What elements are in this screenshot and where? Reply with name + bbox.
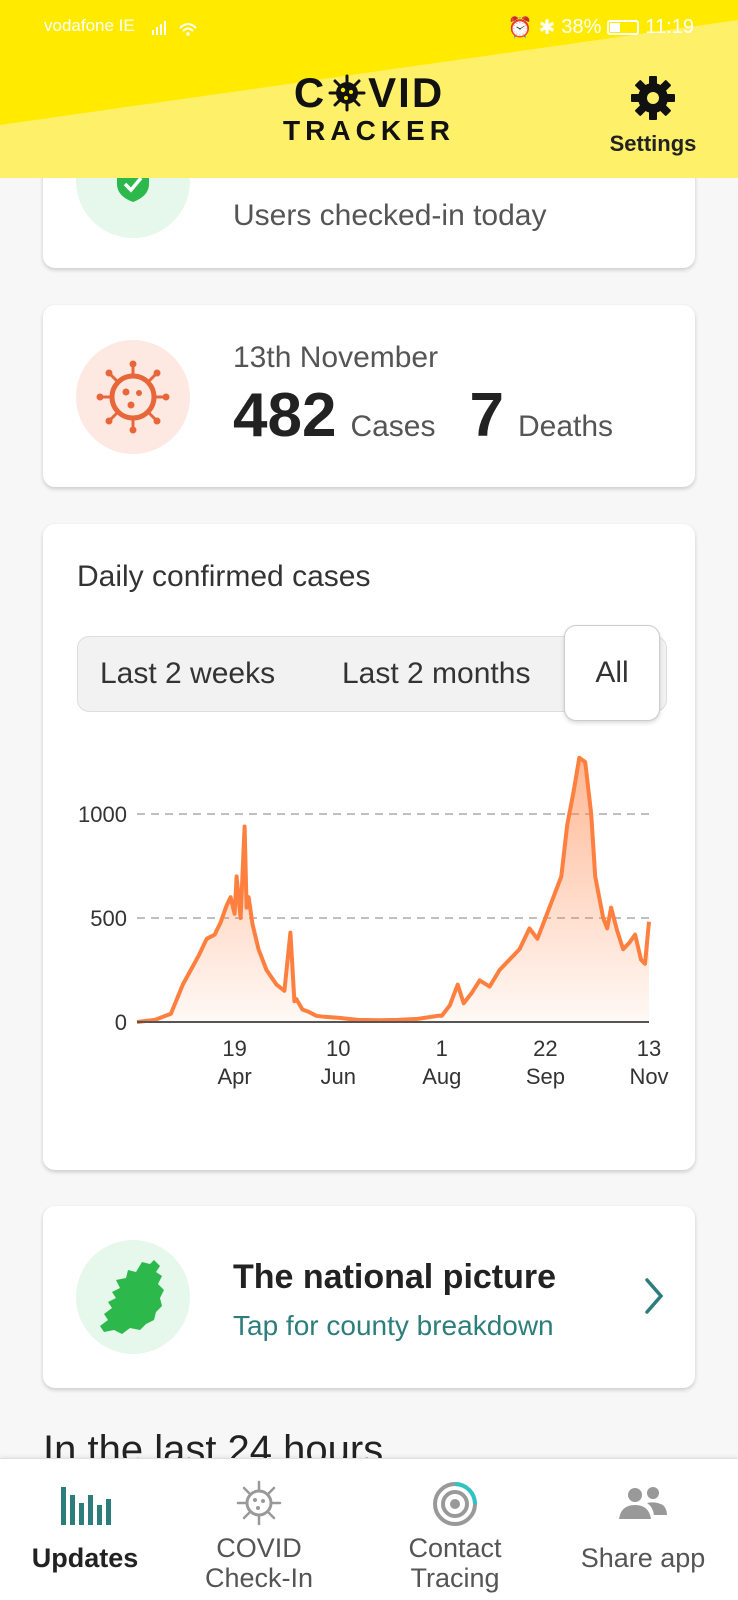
nav-share-label: Share app <box>580 1543 706 1573</box>
x-tick-month: Aug <box>422 1064 461 1089</box>
checkins-subtitle: Users checked-in today <box>233 199 547 232</box>
nav-contact-tracing-label: Contact Tracing <box>370 1533 540 1593</box>
settings-button[interactable]: Settings <box>608 74 698 157</box>
deaths-value: 7 <box>469 381 504 450</box>
chevron-right-icon[interactable] <box>643 1276 665 1316</box>
ireland-icon-circle <box>76 1240 190 1354</box>
y-tick-label: 500 <box>90 906 127 931</box>
x-tick-day: 10 <box>326 1036 350 1061</box>
nav-contact-line2: Tracing <box>410 1563 500 1593</box>
status-bar: vodafone IE ⏰ ✱ 38% 11:19 <box>0 14 738 40</box>
x-tick-month: Sep <box>526 1064 565 1089</box>
signal-wifi-icon <box>152 21 197 36</box>
battery-percent: 38% <box>561 16 602 38</box>
app-header: vodafone IE ⏰ ✱ 38% 11:19 C <box>0 0 738 178</box>
cases-value: 482 <box>233 381 337 450</box>
chart-title: Daily confirmed cases <box>77 560 371 593</box>
logo-letter-c: C <box>293 69 327 116</box>
cases-area <box>137 757 649 1022</box>
county-breakdown-link[interactable]: Tap for county breakdown <box>233 1310 554 1341</box>
report-date: 13th November <box>233 341 439 374</box>
settings-label: Settings <box>609 131 697 156</box>
x-tick-day: 1 <box>436 1036 448 1061</box>
virus-icon-circle <box>76 340 190 454</box>
logo-letters-vid: VID <box>368 69 445 116</box>
figures-row: 482 Cases 7 Deaths <box>233 380 647 451</box>
range-last-2-weeks[interactable]: Last 2 weeks <box>100 657 276 690</box>
gear-icon <box>631 76 675 120</box>
cases-label: Cases <box>350 410 436 443</box>
national-picture-title: The national picture <box>233 1258 557 1296</box>
x-tick-day: 13 <box>637 1036 661 1061</box>
x-tick-month: Apr <box>217 1064 251 1089</box>
status-right: ⏰ ✱ 38% 11:19 <box>508 15 694 40</box>
virus-icon <box>236 1480 282 1526</box>
clock: 11:19 <box>645 16 694 38</box>
nav-updates-label: Updates <box>31 1543 139 1573</box>
y-tick-label: 0 <box>115 1010 127 1035</box>
logo-virus-icon <box>328 74 366 112</box>
nav-check-in-line2: Check-In <box>204 1563 314 1593</box>
daily-cases-chart: 0 500 1000 19 Apr 10 Jun 1 Aug 22 Sep 13 Nov <box>78 755 669 1089</box>
nav-contact-line1: Contact <box>408 1533 502 1563</box>
y-tick-label: 1000 <box>78 802 127 827</box>
carrier-label: vodafone IE <box>44 16 135 35</box>
target-icon <box>433 1482 477 1526</box>
ireland-map-icon <box>100 1260 164 1334</box>
x-tick-month: Jun <box>320 1064 355 1089</box>
x-tick-month: Nov <box>629 1064 668 1089</box>
range-selector: Last 2 weeks Last 2 months All <box>77 625 667 721</box>
x-tick-day: 22 <box>533 1036 557 1061</box>
logo-tracker: TRACKER <box>283 115 455 146</box>
virus-icon <box>96 360 170 434</box>
range-last-2-months[interactable]: Last 2 months <box>342 657 531 690</box>
daily-cases-chart-card: Daily confirmed cases Last 2 weeks Last … <box>43 524 695 1170</box>
bluetooth-icon: ✱ <box>538 17 556 39</box>
bar-chart-icon <box>61 1487 111 1525</box>
app-logo: C VID TRACKER <box>280 72 458 146</box>
range-all[interactable]: All <box>564 625 660 721</box>
x-tick-day: 19 <box>222 1036 246 1061</box>
people-icon <box>619 1487 667 1519</box>
nav-check-in-line1: COVID <box>216 1533 302 1563</box>
alarm-icon: ⏰ <box>507 17 533 39</box>
battery-icon <box>607 20 640 35</box>
daily-figures-card: 13th November 482 Cases 7 Deaths <box>43 305 695 487</box>
bottom-nav: Updates COVID Check-In Contact Tracin <box>0 1458 738 1600</box>
deaths-label: Deaths <box>517 410 614 443</box>
nav-check-in-label: COVID Check-In <box>174 1533 344 1593</box>
cases-series-line <box>136 755 651 1024</box>
national-picture-card[interactable]: The national picture Tap for county brea… <box>43 1206 695 1388</box>
